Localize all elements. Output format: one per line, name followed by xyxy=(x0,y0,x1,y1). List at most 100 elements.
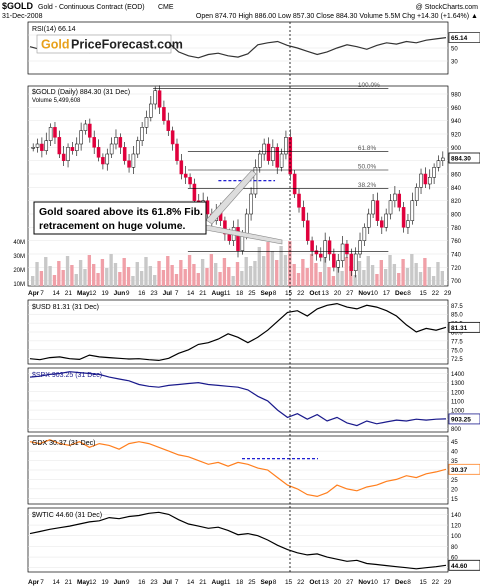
volume-bar xyxy=(244,257,248,286)
wtic-panel-label: $WTIC 44.60 (31 Dec) xyxy=(32,512,102,519)
volume-bar xyxy=(322,258,327,286)
candle-body xyxy=(183,173,188,178)
x-axis-label-bottom: 22 xyxy=(432,579,440,586)
volume-bar xyxy=(318,272,322,286)
candle-body xyxy=(122,147,127,161)
volume-bar xyxy=(144,257,148,286)
candle-body xyxy=(92,137,96,148)
volume-bar xyxy=(388,255,392,286)
candle-body xyxy=(166,120,171,131)
volume-bar xyxy=(57,261,61,286)
candle-body xyxy=(192,183,197,201)
x-axis-label-top: 10 xyxy=(371,290,379,297)
volume-bar xyxy=(275,260,279,286)
x-axis-label-bottom: 8 xyxy=(407,579,411,586)
volume-bar xyxy=(222,258,227,286)
x-axis-label-top: 14 xyxy=(52,290,60,297)
gold-panel-tick: 800 xyxy=(451,213,462,219)
candle-body xyxy=(262,143,266,155)
volume-bar xyxy=(366,256,370,286)
spx-panel-tick: 1200 xyxy=(451,390,465,396)
x-axis-label-top: 20 xyxy=(334,290,342,297)
x-axis-label-top: 21 xyxy=(65,290,73,297)
volume-bar xyxy=(196,273,200,286)
annotation-callout: Gold soared above its 61.8% Fib. retrace… xyxy=(33,169,283,245)
gold-panel-tick: 940 xyxy=(451,119,462,125)
candle-body xyxy=(175,143,179,161)
x-axis-label-bottom: 10 xyxy=(371,579,379,586)
candle-body xyxy=(157,90,162,108)
x-axis-label-bottom: 15 xyxy=(420,579,428,586)
volume-bar xyxy=(109,254,113,286)
date-label: 31-Dec-2008 xyxy=(2,13,43,20)
x-axis-label-top: 21 xyxy=(199,290,207,297)
gold-panel-tick: 980 xyxy=(451,93,462,99)
volume-bar xyxy=(336,262,340,286)
x-axis-label-top: 18 xyxy=(236,290,244,297)
candle-body xyxy=(310,240,314,251)
volume-bar xyxy=(279,246,283,286)
gold-panel-tick: 720 xyxy=(451,266,462,272)
x-axis-label-bottom: 12 xyxy=(89,579,97,586)
candle-body xyxy=(432,167,436,178)
spx-panel-label: $SPX 903.25 (31 Dec) xyxy=(32,372,102,379)
x-axis-label-bottom: 7 xyxy=(40,579,44,586)
candle-body xyxy=(223,220,227,235)
x-axis-label-top: May xyxy=(77,290,90,297)
wtic-panel-tick: 100 xyxy=(451,534,462,540)
usd-panel-label: $USD 81.31 (31 Dec) xyxy=(32,304,99,311)
volume-bar xyxy=(261,256,266,286)
volume-bar xyxy=(52,275,57,286)
volume-bar xyxy=(131,276,135,286)
x-axis-label-bottom: 14 xyxy=(52,579,60,586)
usd-panel-tick: 85.0 xyxy=(451,313,463,319)
volume-bar xyxy=(427,267,431,286)
usd-panel-last-value-box xyxy=(448,321,480,333)
volume-bar xyxy=(65,256,70,286)
candle-body xyxy=(258,153,262,168)
candle-body xyxy=(414,187,419,201)
gdx-panel-line xyxy=(29,439,447,498)
volume-bar xyxy=(122,258,126,286)
candle-body xyxy=(301,207,306,221)
x-axis-label-top: 15 xyxy=(285,290,293,297)
candle-body xyxy=(345,243,349,255)
candle-body xyxy=(149,103,153,118)
volume-bar xyxy=(401,259,405,286)
volume-bar xyxy=(227,267,231,286)
volume-bar xyxy=(349,266,353,286)
x-axis-label-top: Sep xyxy=(260,290,272,297)
logo: Gold PriceForecast.com xyxy=(36,34,183,54)
spx-panel-frame xyxy=(27,367,449,433)
volume-bar xyxy=(379,260,383,286)
logo-gold: Gold xyxy=(41,38,69,52)
x-axis-label-top: 8 xyxy=(273,290,277,297)
x-axis-label-top: 29 xyxy=(444,290,452,297)
volume-bar xyxy=(100,259,105,286)
candle-body xyxy=(284,137,288,155)
volume-bar xyxy=(135,262,139,286)
candle-body xyxy=(393,193,397,201)
x-axis-label-top: 22 xyxy=(432,290,440,297)
volume-bar xyxy=(314,263,318,286)
candle-body xyxy=(61,153,66,161)
volume-bar xyxy=(253,261,257,286)
spx-panel-line xyxy=(29,371,447,427)
volume-bar xyxy=(353,275,357,286)
candle-body xyxy=(188,177,192,185)
x-axis-label-top: Dec xyxy=(395,290,407,297)
candle-body xyxy=(275,147,279,168)
volume-bar xyxy=(209,254,214,286)
volume-bar xyxy=(392,264,397,286)
volume-bar xyxy=(214,263,218,286)
candle-body xyxy=(340,243,345,261)
candle-body xyxy=(44,140,49,151)
x-axis-label-bottom: 22 xyxy=(297,579,305,586)
volume-bar xyxy=(192,264,196,286)
x-axis-label-top: Jun xyxy=(114,290,126,297)
x-axis-label-bottom: 8 xyxy=(273,579,277,586)
gold-last-value-box xyxy=(448,152,480,164)
wtic-panel-frame xyxy=(27,507,449,573)
x-axis-label-bottom: Apr xyxy=(28,579,40,586)
